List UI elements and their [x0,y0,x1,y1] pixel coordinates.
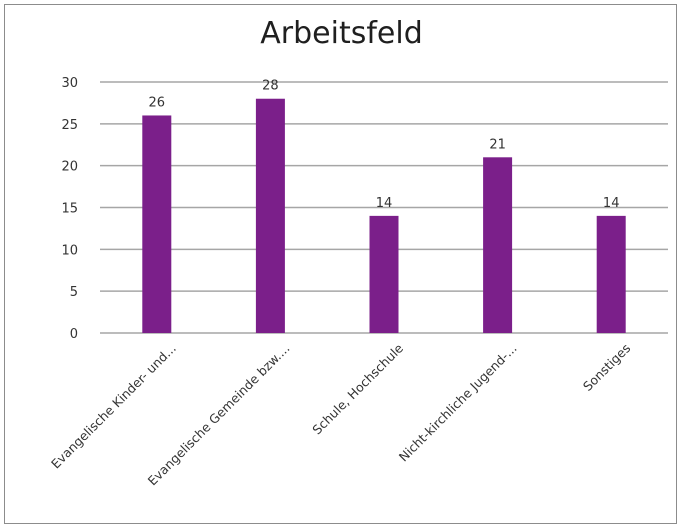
bar [369,215,399,333]
bar [596,215,626,333]
category-label: Schule, Hochschule [309,340,406,437]
data-label: 21 [489,137,506,152]
data-label: 28 [262,79,279,94]
y-tick-label: 30 [61,76,78,91]
y-tick-label: 5 [70,285,78,300]
y-tick-label: 25 [61,118,78,133]
bars [142,98,626,333]
y-tick-label: 0 [70,327,78,342]
bar [255,98,285,333]
data-label: 26 [149,95,166,110]
data-label: 14 [603,196,620,211]
y-tick-label: 10 [61,243,78,258]
bar [483,157,513,333]
category-label: Nicht-kirchliche Jugend-... [396,341,520,465]
y-tick-label: 15 [61,202,78,217]
y-tick-label: 20 [61,160,78,175]
category-label: Sonstiges [580,341,633,394]
data-labels: 26 28 14 21 14 [149,79,620,211]
bar [142,115,172,333]
chart-frame [4,4,677,524]
category-labels: Evangelische Kinder- und...Evangelische … [48,340,633,488]
y-axis-tick-labels: 0 5 10 15 20 25 30 [61,76,78,342]
chart-title: Arbeitsfeld [260,16,423,51]
category-label: Evangelische Kinder- und... [48,341,179,472]
data-label: 14 [376,196,393,211]
